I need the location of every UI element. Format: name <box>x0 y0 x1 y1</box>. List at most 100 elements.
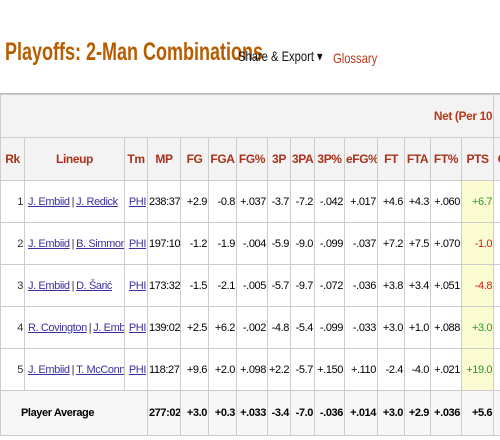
column-header[interactable]: O <box>493 137 500 181</box>
stat: -4.8 <box>267 306 291 349</box>
column-header[interactable]: FT <box>377 137 405 181</box>
stat: +.014 <box>344 390 378 436</box>
player-link[interactable]: J. Embiid <box>28 237 70 250</box>
team: PHI <box>124 222 148 265</box>
team-link[interactable]: PHI <box>128 237 147 250</box>
stat: -1.5 <box>180 264 209 307</box>
team-link[interactable]: PHI <box>128 321 147 334</box>
team-link[interactable]: PHI <box>128 279 147 292</box>
stat: -.004 <box>236 222 268 265</box>
stat: + <box>493 264 500 307</box>
stat: +.070 <box>430 222 462 265</box>
stat: +19.0 <box>460 348 495 391</box>
data-row: 3 J. Embiid | D. Šarić PHI 173:32 -1.5 -2.1 -.00… <box>0 264 500 307</box>
column-header[interactable]: 3P% <box>314 137 345 181</box>
stat: 173:32 <box>147 264 181 307</box>
stat: + <box>493 180 500 223</box>
stat: +2.0 <box>208 348 237 391</box>
column-header[interactable]: FGA <box>208 137 237 181</box>
column-header[interactable]: MP <box>147 137 181 181</box>
stat: +3.0 <box>180 390 209 436</box>
group-header-row: Net (Per 10 <box>0 94 500 138</box>
header-row: Rk Lineup Tm MP FG FGA FG% 3P 3PA 3P% eFG% FT FTA FT%… <box>0 137 500 181</box>
column-header[interactable]: PTS <box>460 137 495 181</box>
glossary-link[interactable]: Glossary <box>333 50 378 66</box>
stat: +2.9 <box>180 180 209 223</box>
column-header[interactable]: 3P <box>267 137 291 181</box>
column-header[interactable]: FT% <box>430 137 462 181</box>
player-link[interactable]: J. Embiid <box>28 279 70 292</box>
stat: +9.6 <box>180 348 209 391</box>
team: PHI <box>124 180 148 223</box>
stat: -.037 <box>344 222 378 265</box>
stat: -7.2 <box>290 180 315 223</box>
column-header[interactable]: FG <box>180 137 209 181</box>
share-export-menu[interactable]: Share & Export ▾ <box>238 48 323 64</box>
team: PHI <box>124 348 148 391</box>
stat: +3.0 <box>377 390 405 436</box>
lineup: J. Embiid | J. Redick <box>24 180 125 223</box>
column-header[interactable]: Tm <box>124 137 148 181</box>
stat: -2.1 <box>208 264 237 307</box>
stat: +.088 <box>430 306 462 349</box>
stat: -3.7 <box>267 180 291 223</box>
stat: +6.2 <box>208 306 237 349</box>
separator: | <box>71 279 75 292</box>
stat: -5.7 <box>290 348 315 391</box>
player-link[interactable]: T. McConnell <box>76 363 125 376</box>
stat: -4.0 <box>404 348 431 391</box>
rank: 5 <box>0 348 25 391</box>
team: PHI <box>124 264 148 307</box>
column-header[interactable]: Rk <box>0 137 25 181</box>
stat: -.005 <box>236 264 268 307</box>
player-link[interactable]: B. Simmons <box>76 237 123 250</box>
player-link[interactable]: J. Embiid <box>93 321 125 334</box>
stat: +.036 <box>430 390 462 436</box>
stat: + <box>493 390 500 436</box>
stat: -.036 <box>344 264 378 307</box>
stat: +.098 <box>236 348 268 391</box>
player-link[interactable]: J. Embiid <box>28 363 70 376</box>
team-link[interactable]: PHI <box>128 363 147 376</box>
rank: 2 <box>0 222 25 265</box>
team-link[interactable]: PHI <box>128 195 147 208</box>
lineup: J. Embiid|B. Simmons <box>24 222 125 265</box>
stat: -4.8 <box>460 264 495 307</box>
player-link[interactable]: J. Embiid <box>28 195 70 208</box>
stat: +0.3 <box>208 390 237 436</box>
rank: 3 <box>0 264 25 307</box>
team: PHI <box>124 306 148 349</box>
stat: 118:27 <box>147 348 181 391</box>
player-link[interactable]: J. Redick <box>76 195 118 208</box>
stat: +4.6 <box>377 180 405 223</box>
stat: +.021 <box>430 348 462 391</box>
stat: + <box>493 348 500 391</box>
stat: -9.0 <box>290 222 315 265</box>
stat: +.150 <box>314 348 345 391</box>
stat: -2.4 <box>377 348 405 391</box>
data-row: 2J. Embiid|B. SimmonsPHI197:10-1.2-1.9-.… <box>0 222 500 265</box>
stat: 139:02 <box>147 306 181 349</box>
player-link[interactable]: R. Covington <box>28 321 87 334</box>
stat: -0.8 <box>208 180 237 223</box>
stat: -.033 <box>344 306 378 349</box>
stat: -9.7 <box>290 264 315 307</box>
player-link[interactable]: D. Šarić <box>76 279 113 292</box>
rank: 4 <box>0 306 25 349</box>
column-header[interactable]: 3PA <box>290 137 315 181</box>
column-header[interactable]: Lineup <box>24 137 125 181</box>
data-row: 1 J. Embiid | J. Redick PHI 238:37 +2.9 -0.8 +.0… <box>0 180 500 223</box>
column-header[interactable]: eFG% <box>344 137 378 181</box>
separator: | <box>71 195 75 208</box>
group-header-cell <box>493 94 500 138</box>
column-header[interactable]: FG% <box>236 137 268 181</box>
footer-row: Player Average 277:02 +3.0 +0.3 +.033 -3.4 -7.… <box>0 390 500 436</box>
stat: +5.6 <box>460 390 495 436</box>
column-header[interactable]: FTA <box>404 137 431 181</box>
stat: +.017 <box>344 180 378 223</box>
page-title: Playoffs: 2-Man Combinations <box>5 38 264 66</box>
separator: | <box>88 321 92 334</box>
lineup: J. Embiid | D. Šarić <box>24 264 125 307</box>
stat: +.033 <box>236 390 268 436</box>
